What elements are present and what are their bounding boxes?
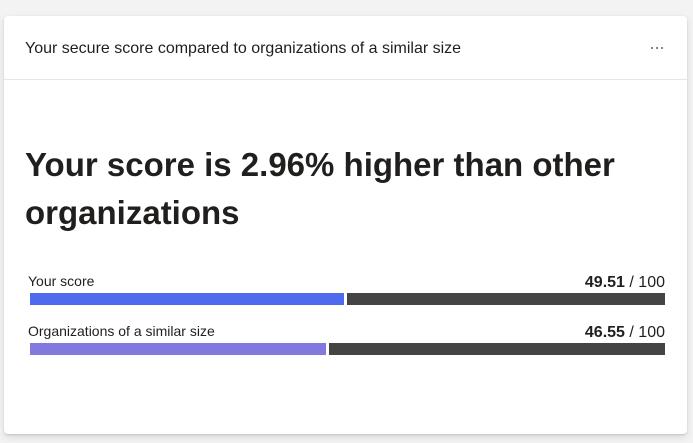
your-score-bar [30,293,665,305]
more-options-button[interactable] [645,34,669,62]
card-title: Your secure score compared to organizati… [25,40,462,57]
your-score-label: Your score [28,273,95,289]
score-max: 100 [638,324,665,341]
bar-divider [325,343,329,355]
similar-orgs-number: 46.55 [584,324,625,341]
secure-score-comparison-card: Your secure score compared to organizati… [4,16,687,434]
score-comparison-headline: Your score is 2.96% higher than other or… [25,146,615,231]
card-header: Your secure score compared to organizati… [4,16,687,80]
similar-orgs-label: Organizations of a similar size [28,323,215,339]
similar-orgs-value: 46.55 / 100 [585,323,665,343]
similar-orgs-bar-fill [30,343,326,355]
similar-orgs-bar-remainder [328,343,665,355]
your-score-bar-remainder [347,293,665,305]
score-max: 100 [638,274,665,291]
your-score-bar-fill [30,293,345,305]
bar-divider [344,293,348,305]
ellipsis-icon-dot [651,47,653,49]
your-score-number: 49.51 [584,274,625,291]
score-separator: / [624,324,639,341]
your-score-value: 49.51 / 100 [585,273,665,293]
ellipsis-icon-dot [661,47,663,49]
similar-orgs-bar [30,343,665,355]
score-separator: / [624,274,639,291]
ellipsis-icon-dot [656,47,658,49]
